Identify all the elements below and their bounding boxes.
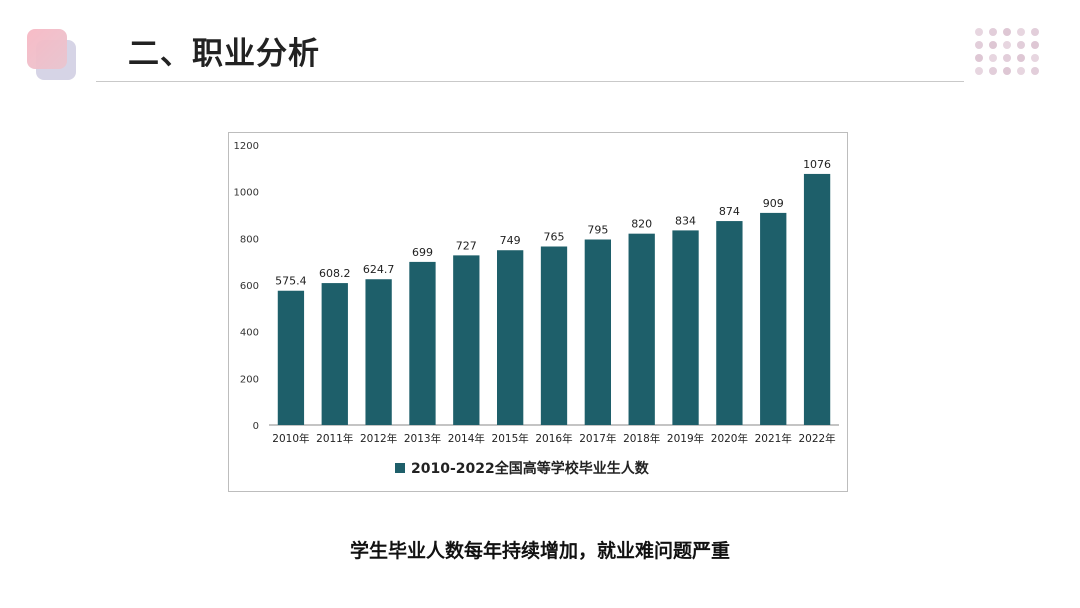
decorative-dot xyxy=(1031,41,1039,49)
bar xyxy=(716,221,743,425)
bar-value-label: 834 xyxy=(675,214,696,227)
bar xyxy=(365,279,392,425)
decorative-dot xyxy=(1003,54,1011,62)
decorative-dot xyxy=(1031,67,1039,75)
decorative-dot xyxy=(1031,54,1039,62)
legend-label: 2010-2022全国高等学校毕业生人数 xyxy=(411,460,650,477)
x-tick-label: 2016年 xyxy=(535,432,572,445)
decorative-dot xyxy=(1017,28,1025,36)
bar xyxy=(760,212,787,425)
bar xyxy=(540,246,568,425)
x-tick-label: 2014年 xyxy=(448,432,485,445)
y-tick-label: 400 xyxy=(240,328,259,339)
decorative-dot xyxy=(975,54,983,62)
bar xyxy=(409,261,436,425)
y-tick-label: 600 xyxy=(240,281,259,292)
decorative-dot xyxy=(1017,54,1025,62)
title-divider xyxy=(96,81,964,82)
bar-value-label: 608.2 xyxy=(319,267,351,280)
x-tick-label: 2013年 xyxy=(404,432,441,445)
bar xyxy=(453,255,480,425)
decorative-dot xyxy=(989,41,997,49)
bar-value-label: 749 xyxy=(500,234,521,247)
bar-value-label: 765 xyxy=(544,231,565,244)
slide-title: 二、职业分析 xyxy=(128,36,320,72)
decorative-dot xyxy=(975,28,983,36)
decorative-dot xyxy=(1003,28,1011,36)
x-tick-label: 2010年 xyxy=(272,432,309,445)
slide-caption: 学生毕业人数每年持续增加，就业难问题严重 xyxy=(349,540,730,562)
bar xyxy=(628,233,655,425)
bar-value-label: 874 xyxy=(719,205,740,218)
bar-value-label: 1076 xyxy=(803,158,831,171)
y-tick-label: 200 xyxy=(240,374,259,385)
bar-value-label: 909 xyxy=(763,197,784,210)
bar-value-label: 575.4 xyxy=(275,275,307,288)
decorative-dot xyxy=(1003,41,1011,49)
decorative-dot xyxy=(1017,67,1025,75)
decorative-dot xyxy=(989,54,997,62)
x-tick-label: 2021年 xyxy=(755,432,792,445)
bar xyxy=(277,290,305,425)
bar xyxy=(321,283,348,425)
decorative-dot xyxy=(975,67,983,75)
decorative-dot xyxy=(1031,28,1039,36)
bar xyxy=(803,173,831,425)
decorative-dot xyxy=(989,67,997,75)
x-tick-label: 2022年 xyxy=(798,432,835,445)
x-tick-label: 2012年 xyxy=(360,432,397,445)
y-tick-label: 800 xyxy=(240,234,259,245)
y-tick-label: 1200 xyxy=(234,141,259,152)
legend-swatch xyxy=(395,463,405,473)
bar-value-label: 795 xyxy=(587,224,608,237)
bar-value-label: 624.7 xyxy=(363,263,395,276)
bar xyxy=(584,239,611,425)
x-tick-label: 2011年 xyxy=(316,432,353,445)
bar-value-label: 727 xyxy=(456,239,477,252)
x-tick-label: 2019年 xyxy=(667,432,704,445)
decorative-dot xyxy=(1017,41,1025,49)
bar-chart: 0 200 400 600 800 1000 1200 575.4 2010年 608.2 2011… xyxy=(234,141,839,477)
x-tick-label: 2018年 xyxy=(623,432,660,445)
y-tick-label: 1000 xyxy=(234,188,259,199)
chart-container: 0 200 400 600 800 1000 1200 575.4 2010年 608.2 2011… xyxy=(228,132,848,492)
decorative-dot xyxy=(975,41,983,49)
decorative-dot xyxy=(1003,67,1011,75)
decorative-square-front xyxy=(27,29,67,69)
x-tick-label: 2020年 xyxy=(711,432,748,445)
bar-value-label: 820 xyxy=(631,218,652,231)
x-tick-label: 2017年 xyxy=(579,432,616,445)
bar xyxy=(497,250,524,425)
bar-value-label: 699 xyxy=(412,246,433,259)
y-tick-label: 0 xyxy=(253,421,259,432)
decorative-dot xyxy=(989,28,997,36)
bar xyxy=(672,230,699,425)
x-tick-label: 2015年 xyxy=(492,432,529,445)
decorative-dot-grid xyxy=(975,28,1045,80)
